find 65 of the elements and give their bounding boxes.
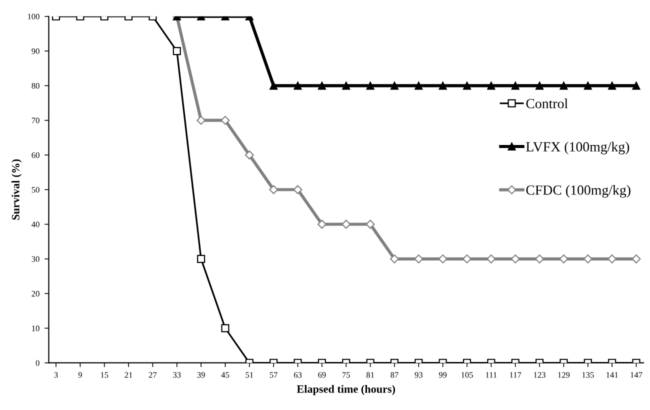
x-tick-label: 45 [221, 372, 230, 378]
x-tick-label: 123 [534, 372, 546, 378]
y-tick-label: 100 [28, 14, 40, 20]
x-tick-label: 81 [366, 372, 374, 378]
x-tick-label: 39 [197, 372, 205, 378]
point [511, 82, 520, 90]
point [536, 82, 544, 90]
legend-label: LVFX (100mg/kg) [526, 142, 630, 154]
y-tick-label: 0 [36, 360, 40, 366]
x-tick-label: 21 [124, 372, 132, 378]
y-tick-label: 60 [32, 152, 40, 158]
x-tick-label: 141 [606, 372, 618, 378]
point [293, 185, 302, 194]
y-tick-label: 40 [32, 222, 40, 228]
x-tick-label: 27 [148, 372, 157, 378]
y-axis-title: Survival (%) [12, 159, 22, 220]
point [462, 254, 472, 264]
x-tick-label: 3 [54, 372, 58, 378]
point [366, 82, 374, 90]
x-tick-label: 51 [246, 372, 254, 378]
x-tick-label: 87 [390, 372, 398, 378]
x-tick-label: 147 [630, 372, 642, 378]
point [270, 82, 278, 90]
point [318, 82, 326, 90]
x-tick-label: 105 [461, 372, 473, 378]
point [390, 254, 399, 264]
legend-label: CFDC (100mg/kg) [526, 185, 630, 198]
x-tick-label: 117 [510, 372, 522, 378]
x-tick-label: 57 [270, 372, 278, 378]
point [438, 82, 447, 90]
point [487, 82, 496, 90]
y-tick-label: 80 [32, 83, 40, 89]
x-tick-label: 93 [414, 372, 422, 378]
x-tick-label: 129 [558, 372, 570, 378]
point [317, 220, 326, 229]
x-tick-label: 75 [342, 372, 350, 378]
point [342, 82, 350, 90]
point [172, 47, 181, 56]
point [390, 82, 399, 90]
y-tick-label: 50 [32, 186, 40, 193]
point [560, 82, 568, 90]
x-tick-label: 135 [582, 372, 594, 378]
point [294, 82, 302, 90]
y-tick-label: 30 [32, 256, 40, 262]
y-tick-label: 90 [32, 48, 40, 54]
x-tick-label: 99 [438, 372, 447, 378]
point [584, 82, 592, 90]
x-tick-label: 15 [100, 372, 108, 378]
x-tick-label: 9 [78, 372, 82, 378]
point [462, 82, 472, 90]
x-axis-title: Elapsed time (hours) [296, 384, 396, 396]
y-tick-label: 70 [32, 118, 40, 124]
point [197, 254, 206, 263]
point [244, 150, 254, 160]
point [220, 116, 230, 125]
x-tick-label: 69 [318, 372, 326, 378]
y-tick-label: 10 [32, 326, 40, 332]
x-tick-label: 33 [173, 372, 181, 378]
point [632, 82, 640, 90]
y-tick-label: 20 [32, 290, 40, 297]
point [608, 82, 616, 90]
legend-label: Control [526, 98, 568, 108]
x-tick-label: 63 [294, 372, 302, 378]
point [414, 82, 423, 90]
x-tick-label: 111 [486, 372, 497, 378]
